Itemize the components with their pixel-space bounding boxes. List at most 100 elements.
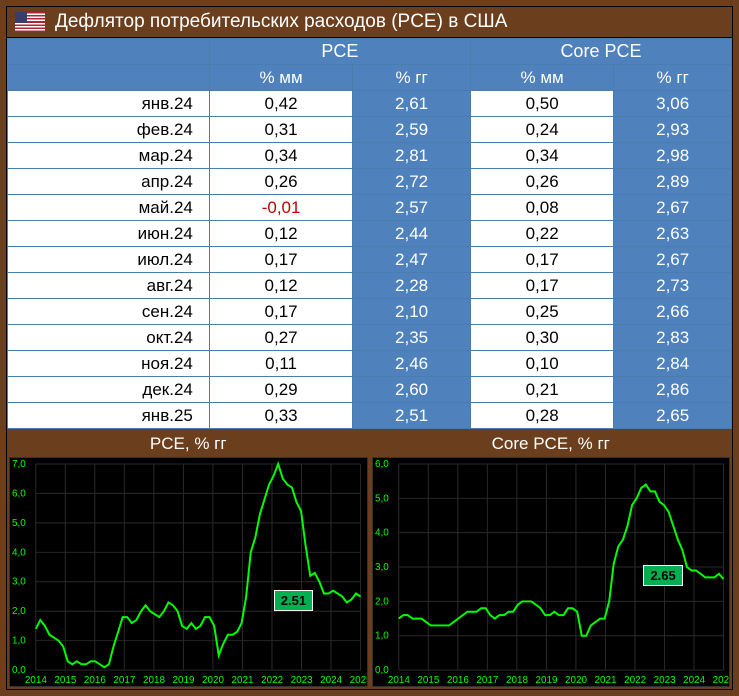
svg-text:2017: 2017 xyxy=(476,675,498,686)
svg-text:2022: 2022 xyxy=(261,675,283,686)
svg-text:2018: 2018 xyxy=(505,675,527,686)
pce-gg-cell: 2,44 xyxy=(353,221,471,247)
cpce-mm-cell: 0,22 xyxy=(470,221,613,247)
data-table: PCE Core PCE % мм % гг % мм % гг янв.240… xyxy=(7,38,732,429)
chart-panel-right: Core PCE, % гг 0,01,02,03,04,05,06,02014… xyxy=(370,429,733,689)
cpce-mm-cell: 0,26 xyxy=(470,169,613,195)
cpce-mm-cell: 0,34 xyxy=(470,143,613,169)
svg-text:2020: 2020 xyxy=(202,675,224,686)
chart-right: 0,01,02,03,04,05,06,02014201520162017201… xyxy=(372,457,731,687)
pce-mm-cell: 0,31 xyxy=(209,117,352,143)
period-cell: фев.24 xyxy=(8,117,210,143)
svg-text:2024: 2024 xyxy=(683,675,705,686)
period-cell: ноя.24 xyxy=(8,351,210,377)
cpce-mm-cell: 0,30 xyxy=(470,325,613,351)
cpce-gg-cell: 2,67 xyxy=(614,195,732,221)
pce-mm-cell: -0,01 xyxy=(209,195,352,221)
period-cell: мар.24 xyxy=(8,143,210,169)
svg-text:2,0: 2,0 xyxy=(12,606,26,617)
table-row: дек.240,292,600,212,86 xyxy=(8,377,732,403)
table-row: май.24-0,012,570,082,67 xyxy=(8,195,732,221)
svg-text:5,0: 5,0 xyxy=(374,493,388,504)
pce-mm-cell: 0,29 xyxy=(209,377,352,403)
main-container: Дефлятор потребительских расходов (PCE) … xyxy=(6,6,733,690)
cpce-gg-cell: 2,66 xyxy=(614,299,732,325)
cpce-gg-cell: 2,89 xyxy=(614,169,732,195)
corner-cell xyxy=(8,39,210,65)
svg-text:2024: 2024 xyxy=(320,675,342,686)
svg-text:2023: 2023 xyxy=(653,675,675,686)
svg-text:2019: 2019 xyxy=(535,675,557,686)
cpce-mm-cell: 0,24 xyxy=(470,117,613,143)
svg-text:2014: 2014 xyxy=(387,675,409,686)
pce-mm-cell: 0,33 xyxy=(209,403,352,429)
cpce-mm-cell: 0,17 xyxy=(470,247,613,273)
sub-header-cpce-mm: % мм xyxy=(470,65,613,91)
svg-text:7,0: 7,0 xyxy=(12,459,26,470)
chart-value-badge: 2.65 xyxy=(643,565,682,586)
cpce-gg-cell: 3,06 xyxy=(614,91,732,117)
table-row: окт.240,272,350,302,83 xyxy=(8,325,732,351)
svg-text:3,0: 3,0 xyxy=(374,562,388,573)
pce-mm-cell: 0,12 xyxy=(209,221,352,247)
table-row: янв.250,332,510,282,65 xyxy=(8,403,732,429)
table-row: апр.240,262,720,262,89 xyxy=(8,169,732,195)
svg-text:2025: 2025 xyxy=(350,675,367,686)
header: Дефлятор потребительских расходов (PCE) … xyxy=(7,7,732,38)
sub-header-pce-gg: % гг xyxy=(353,65,471,91)
svg-text:5,0: 5,0 xyxy=(12,518,26,529)
chart-value-badge: 2.51 xyxy=(274,590,313,611)
chart-title-right: Core PCE, % гг xyxy=(372,431,731,457)
svg-text:1,0: 1,0 xyxy=(374,631,388,642)
pce-gg-cell: 2,72 xyxy=(353,169,471,195)
svg-text:2025: 2025 xyxy=(712,675,729,686)
period-cell: апр.24 xyxy=(8,169,210,195)
pce-mm-cell: 0,26 xyxy=(209,169,352,195)
pce-gg-cell: 2,35 xyxy=(353,325,471,351)
pce-gg-cell: 2,81 xyxy=(353,143,471,169)
period-cell: авг.24 xyxy=(8,273,210,299)
svg-text:1,0: 1,0 xyxy=(12,636,26,647)
cpce-gg-cell: 2,84 xyxy=(614,351,732,377)
pce-mm-cell: 0,27 xyxy=(209,325,352,351)
svg-text:2016: 2016 xyxy=(446,675,468,686)
period-cell: сен.24 xyxy=(8,299,210,325)
cpce-gg-cell: 2,73 xyxy=(614,273,732,299)
table-row: авг.240,122,280,172,73 xyxy=(8,273,732,299)
cpce-mm-cell: 0,25 xyxy=(470,299,613,325)
table-row: ноя.240,112,460,102,84 xyxy=(8,351,732,377)
pce-gg-cell: 2,57 xyxy=(353,195,471,221)
sub-header-pce-mm: % мм xyxy=(209,65,352,91)
cpce-gg-cell: 2,98 xyxy=(614,143,732,169)
period-cell: янв.24 xyxy=(8,91,210,117)
pce-mm-cell: 0,12 xyxy=(209,273,352,299)
cpce-mm-cell: 0,21 xyxy=(470,377,613,403)
period-cell: дек.24 xyxy=(8,377,210,403)
svg-text:6,0: 6,0 xyxy=(374,459,388,470)
svg-text:2015: 2015 xyxy=(417,675,439,686)
cpce-mm-cell: 0,50 xyxy=(470,91,613,117)
pce-gg-cell: 2,46 xyxy=(353,351,471,377)
page-title: Дефлятор потребительских расходов (PCE) … xyxy=(55,11,507,33)
group-header-core-pce: Core PCE xyxy=(470,39,731,65)
svg-text:2020: 2020 xyxy=(565,675,587,686)
svg-text:2,0: 2,0 xyxy=(374,596,388,607)
svg-text:2016: 2016 xyxy=(84,675,106,686)
cpce-gg-cell: 2,63 xyxy=(614,221,732,247)
pce-gg-cell: 2,10 xyxy=(353,299,471,325)
cpce-gg-cell: 2,83 xyxy=(614,325,732,351)
table-row: июл.240,172,470,172,67 xyxy=(8,247,732,273)
period-cell: окт.24 xyxy=(8,325,210,351)
corner-cell-2 xyxy=(8,65,210,91)
svg-text:2019: 2019 xyxy=(172,675,194,686)
svg-text:2015: 2015 xyxy=(54,675,76,686)
svg-text:2021: 2021 xyxy=(232,675,254,686)
pce-mm-cell: 0,17 xyxy=(209,247,352,273)
chart-title-left: PCE, % гг xyxy=(9,431,368,457)
cpce-gg-cell: 2,86 xyxy=(614,377,732,403)
cpce-mm-cell: 0,10 xyxy=(470,351,613,377)
charts-row: PCE, % гг 0,01,02,03,04,05,06,07,0201420… xyxy=(7,429,732,689)
table-row: фев.240,312,590,242,93 xyxy=(8,117,732,143)
pce-gg-cell: 2,59 xyxy=(353,117,471,143)
table-row: янв.240,422,610,503,06 xyxy=(8,91,732,117)
